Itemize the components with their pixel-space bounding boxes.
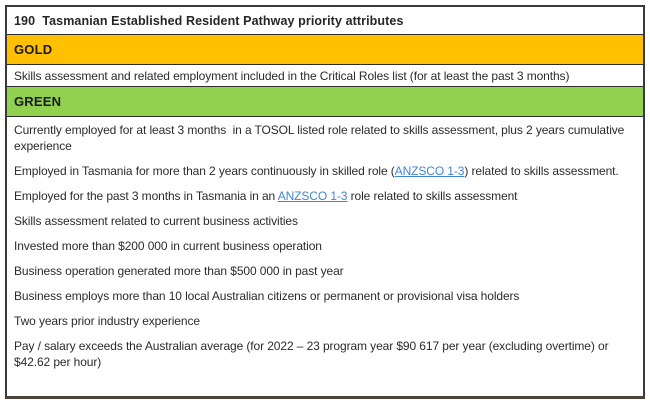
anzsco-link[interactable]: ANZSCO 1-3 [394,164,465,178]
attribute-item: Skills assessment and related employment… [14,68,570,83]
attribute-item: Two years prior industry experience [14,314,200,328]
attribute-sections: GOLD Skills assessment and related employ… [7,35,643,396]
section-body-green: Currently employed for at least 3 months… [7,117,643,396]
priority-attributes-table: 190 Tasmanian Established Resident Pathw… [5,5,645,399]
attribute-item: Currently employed for at least 3 months… [14,123,628,153]
attribute-item: Pay / salary exceeds the Australian aver… [14,339,612,369]
table-title: 190 Tasmanian Established Resident Pathw… [14,13,404,28]
table-title-row: 190 Tasmanian Established Resident Pathw… [7,7,643,35]
section-label-gold: GOLD [14,42,53,57]
section-label-green: GREEN [14,94,62,109]
attribute-item: Business employs more than 10 local Aust… [14,289,520,303]
attribute-item: Business operation generated more than $… [14,264,344,278]
section-header-gold: GOLD [7,35,643,65]
anzsco-link[interactable]: ANZSCO 1-3 [277,189,348,203]
attribute-item: Skills assessment related to current bus… [14,214,298,228]
section-header-green: GREEN [7,87,643,117]
section-body-gold: Skills assessment and related employment… [7,65,643,87]
attribute-item: Employed in Tasmania for more than 2 yea… [14,164,619,178]
attribute-item: Invested more than $200 000 in current b… [14,239,322,253]
attribute-item: Employed for the past 3 months in Tasman… [14,189,518,203]
